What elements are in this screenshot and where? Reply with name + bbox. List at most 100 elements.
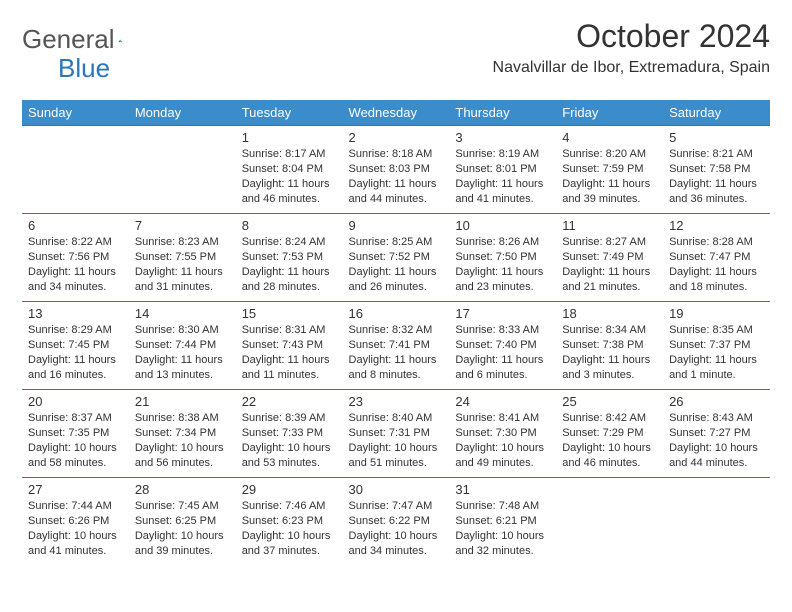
calendar-day-cell: 27Sunrise: 7:44 AMSunset: 6:26 PMDayligh… bbox=[22, 478, 129, 566]
calendar-day-cell: 3 Sunrise: 8:19 AMSunset: 8:01 PMDaylight… bbox=[449, 126, 556, 214]
day-info: Sunrise: 8:38 AMSunset: 7:34 PMDaylight:… bbox=[135, 411, 230, 470]
calendar-day-cell: 22 Sunrise: 8:39 AMSunset: 7:33 PMDayligh… bbox=[236, 390, 343, 478]
logo: General bbox=[22, 24, 146, 55]
calendar-week-row: 6 Sunrise: 8:22 AMSunset: 7:56 PMDaylight… bbox=[22, 214, 770, 302]
day-number: 3 bbox=[455, 130, 550, 145]
calendar-day-cell: 13 Sunrise: 8:29 AMSunset: 7:45 PMDayligh… bbox=[22, 302, 129, 390]
calendar-day-cell: 30 Sunrise: 7:47 AMSunset: 6:22 PMDayligh… bbox=[343, 478, 450, 566]
day-info: Sunrise: 8:32 AMSunset: 7:41 PMDaylight:… bbox=[349, 323, 444, 382]
calendar-week-row: 1 Sunrise: 8:17 AMSunset: 8:04 PMDaylight… bbox=[22, 126, 770, 214]
calendar-day-cell: 17Sunrise: 8:33 AMSunset: 7:40 PMDayligh… bbox=[449, 302, 556, 390]
day-number: 21 bbox=[135, 394, 230, 409]
day-number: 1 bbox=[242, 130, 337, 145]
calendar-day-cell: 26Sunrise: 8:43 AMSunset: 7:27 PMDayligh… bbox=[663, 390, 770, 478]
day-number: 16 bbox=[349, 306, 444, 321]
calendar-day-cell: 1 Sunrise: 8:17 AMSunset: 8:04 PMDaylight… bbox=[236, 126, 343, 214]
day-number: 13 bbox=[28, 306, 123, 321]
location: Navalvillar de Ibor, Extremadura, Spain bbox=[493, 59, 770, 77]
day-number: 19 bbox=[669, 306, 764, 321]
day-number: 26 bbox=[669, 394, 764, 409]
day-header: Thursday bbox=[449, 100, 556, 126]
day-info: Sunrise: 8:23 AMSunset: 7:55 PMDaylight:… bbox=[135, 235, 230, 294]
calendar-day-cell: 2 Sunrise: 8:18 AMSunset: 8:03 PMDaylight… bbox=[343, 126, 450, 214]
calendar-day-cell: 20 Sunrise: 8:37 AMSunset: 7:35 PMDayligh… bbox=[22, 390, 129, 478]
calendar-week-row: 20 Sunrise: 8:37 AMSunset: 7:35 PMDayligh… bbox=[22, 390, 770, 478]
day-header: Monday bbox=[129, 100, 236, 126]
day-info: Sunrise: 7:46 AMSunset: 6:23 PMDaylight:… bbox=[242, 499, 337, 558]
day-number: 8 bbox=[242, 218, 337, 233]
day-info: Sunrise: 8:37 AMSunset: 7:35 PMDaylight:… bbox=[28, 411, 123, 470]
header: General October 2024 Navalvillar de Ibor… bbox=[22, 18, 770, 77]
calendar-day-cell: 5Sunrise: 8:21 AMSunset: 7:58 PMDaylight… bbox=[663, 126, 770, 214]
calendar-body: 1 Sunrise: 8:17 AMSunset: 8:04 PMDaylight… bbox=[22, 126, 770, 566]
calendar-day-cell: 28 Sunrise: 7:45 AMSunset: 6:25 PMDayligh… bbox=[129, 478, 236, 566]
day-info: Sunrise: 8:31 AMSunset: 7:43 PMDaylight:… bbox=[242, 323, 337, 382]
logo-text-general: General bbox=[22, 24, 115, 55]
day-number: 6 bbox=[28, 218, 123, 233]
day-number: 31 bbox=[455, 482, 550, 497]
day-info: Sunrise: 8:39 AMSunset: 7:33 PMDaylight:… bbox=[242, 411, 337, 470]
day-info: Sunrise: 8:28 AMSunset: 7:47 PMDaylight:… bbox=[669, 235, 764, 294]
day-info: Sunrise: 7:45 AMSunset: 6:25 PMDaylight:… bbox=[135, 499, 230, 558]
day-info: Sunrise: 8:40 AMSunset: 7:31 PMDaylight:… bbox=[349, 411, 444, 470]
day-info: Sunrise: 8:35 AMSunset: 7:37 PMDaylight:… bbox=[669, 323, 764, 382]
day-info: Sunrise: 7:47 AMSunset: 6:22 PMDaylight:… bbox=[349, 499, 444, 558]
calendar-day-cell: 24Sunrise: 8:41 AMSunset: 7:30 PMDayligh… bbox=[449, 390, 556, 478]
day-number: 30 bbox=[349, 482, 444, 497]
day-number: 11 bbox=[562, 218, 657, 233]
day-number: 9 bbox=[349, 218, 444, 233]
calendar-day-cell: 23 Sunrise: 8:40 AMSunset: 7:31 PMDayligh… bbox=[343, 390, 450, 478]
calendar-day-cell: 11 Sunrise: 8:27 AMSunset: 7:49 PMDayligh… bbox=[556, 214, 663, 302]
day-info: Sunrise: 8:24 AMSunset: 7:53 PMDaylight:… bbox=[242, 235, 337, 294]
month-title: October 2024 bbox=[493, 18, 770, 55]
day-number: 23 bbox=[349, 394, 444, 409]
day-info: Sunrise: 8:18 AMSunset: 8:03 PMDaylight:… bbox=[349, 147, 444, 206]
calendar-day-cell bbox=[556, 478, 663, 566]
calendar-day-cell: 18Sunrise: 8:34 AMSunset: 7:38 PMDayligh… bbox=[556, 302, 663, 390]
logo-text-blue: Blue bbox=[58, 53, 110, 83]
day-number: 14 bbox=[135, 306, 230, 321]
day-header: Wednesday bbox=[343, 100, 450, 126]
day-header: Saturday bbox=[663, 100, 770, 126]
day-info: Sunrise: 7:44 AMSunset: 6:26 PMDaylight:… bbox=[28, 499, 123, 558]
calendar-day-cell: 4Sunrise: 8:20 AMSunset: 7:59 PMDaylight… bbox=[556, 126, 663, 214]
sail-icon bbox=[118, 30, 123, 50]
day-info: Sunrise: 8:19 AMSunset: 8:01 PMDaylight:… bbox=[455, 147, 550, 206]
calendar-day-cell: 15Sunrise: 8:31 AMSunset: 7:43 PMDayligh… bbox=[236, 302, 343, 390]
day-info: Sunrise: 8:20 AMSunset: 7:59 PMDaylight:… bbox=[562, 147, 657, 206]
day-info: Sunrise: 8:29 AMSunset: 7:45 PMDaylight:… bbox=[28, 323, 123, 382]
day-info: Sunrise: 8:26 AMSunset: 7:50 PMDaylight:… bbox=[455, 235, 550, 294]
calendar-day-cell: 31 Sunrise: 7:48 AMSunset: 6:21 PMDayligh… bbox=[449, 478, 556, 566]
calendar-day-cell: 10Sunrise: 8:26 AMSunset: 7:50 PMDayligh… bbox=[449, 214, 556, 302]
calendar-table: SundayMondayTuesdayWednesdayThursdayFrid… bbox=[22, 100, 770, 566]
day-number: 25 bbox=[562, 394, 657, 409]
day-info: Sunrise: 8:25 AMSunset: 7:52 PMDaylight:… bbox=[349, 235, 444, 294]
day-number: 22 bbox=[242, 394, 337, 409]
day-info: Sunrise: 8:30 AMSunset: 7:44 PMDaylight:… bbox=[135, 323, 230, 382]
day-header: Sunday bbox=[22, 100, 129, 126]
day-info: Sunrise: 8:42 AMSunset: 7:29 PMDaylight:… bbox=[562, 411, 657, 470]
calendar-day-cell: 16 Sunrise: 8:32 AMSunset: 7:41 PMDayligh… bbox=[343, 302, 450, 390]
calendar-day-cell: 21 Sunrise: 8:38 AMSunset: 7:34 PMDayligh… bbox=[129, 390, 236, 478]
day-number: 28 bbox=[135, 482, 230, 497]
calendar-day-cell: 7 Sunrise: 8:23 AMSunset: 7:55 PMDaylight… bbox=[129, 214, 236, 302]
calendar-day-cell: 9 Sunrise: 8:25 AMSunset: 7:52 PMDaylight… bbox=[343, 214, 450, 302]
day-info: Sunrise: 8:21 AMSunset: 7:58 PMDaylight:… bbox=[669, 147, 764, 206]
day-info: Sunrise: 8:41 AMSunset: 7:30 PMDaylight:… bbox=[455, 411, 550, 470]
day-header: Tuesday bbox=[236, 100, 343, 126]
calendar-day-cell: 19 Sunrise: 8:35 AMSunset: 7:37 PMDayligh… bbox=[663, 302, 770, 390]
calendar-day-cell: 29 Sunrise: 7:46 AMSunset: 6:23 PMDayligh… bbox=[236, 478, 343, 566]
calendar-day-cell: 14 Sunrise: 8:30 AMSunset: 7:44 PMDayligh… bbox=[129, 302, 236, 390]
day-info: Sunrise: 8:22 AMSunset: 7:56 PMDaylight:… bbox=[28, 235, 123, 294]
calendar-day-cell bbox=[129, 126, 236, 214]
day-info: Sunrise: 8:27 AMSunset: 7:49 PMDaylight:… bbox=[562, 235, 657, 294]
day-number: 29 bbox=[242, 482, 337, 497]
day-number: 7 bbox=[135, 218, 230, 233]
day-number: 20 bbox=[28, 394, 123, 409]
day-info: Sunrise: 8:17 AMSunset: 8:04 PMDaylight:… bbox=[242, 147, 337, 206]
day-number: 17 bbox=[455, 306, 550, 321]
title-block: October 2024 Navalvillar de Ibor, Extrem… bbox=[493, 18, 770, 77]
day-number: 2 bbox=[349, 130, 444, 145]
calendar-week-row: 13 Sunrise: 8:29 AMSunset: 7:45 PMDayligh… bbox=[22, 302, 770, 390]
day-info: Sunrise: 7:48 AMSunset: 6:21 PMDaylight:… bbox=[455, 499, 550, 558]
